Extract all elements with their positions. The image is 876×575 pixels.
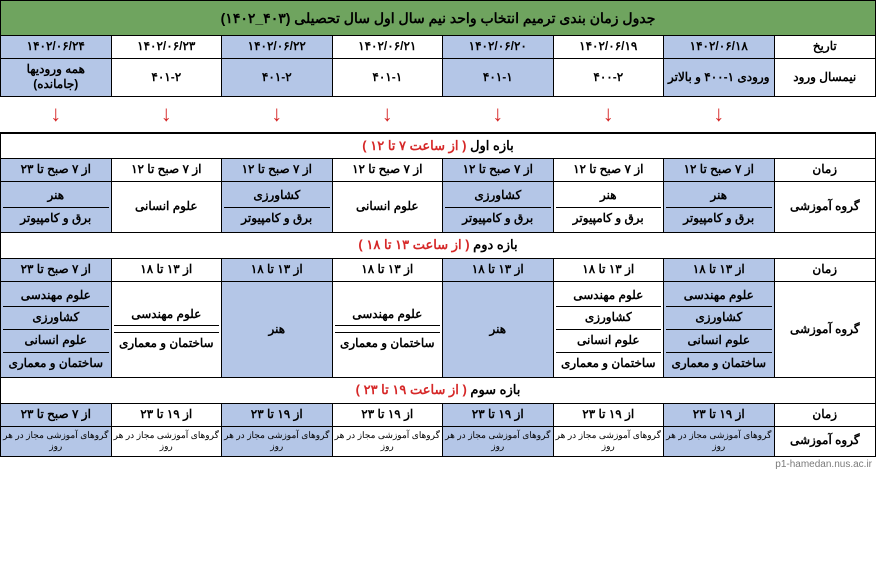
time-label: زمان bbox=[774, 159, 875, 182]
group-cell: علوم انسانی bbox=[111, 182, 222, 233]
entry-cell: ۴۰۱-۱ bbox=[332, 58, 443, 96]
time-cell: از ۷ صبح تا ۲۳ bbox=[1, 159, 112, 182]
group-cell: هنر bbox=[443, 281, 554, 377]
time-cell: از ۱۳ تا ۱۸ bbox=[443, 259, 554, 282]
table-title: جدول زمان بندی ترمیم انتخاب واحد نیم سال… bbox=[1, 1, 876, 36]
range1-time-row: زمان از ۷ صبح تا ۱۲ از ۷ صبح تا ۱۲ از ۷ … bbox=[1, 159, 876, 182]
time-cell: از ۱۳ تا ۱۸ bbox=[332, 259, 443, 282]
range2-group-row: گروه آموزشی علوم مهندسیکشاورزیعلوم انسان… bbox=[1, 281, 876, 377]
date-cell: ۱۴۰۲/۰۶/۱۹ bbox=[553, 36, 664, 59]
group-cell: علوم مهندسیکشاورزیعلوم انسانیساختمان و م… bbox=[1, 281, 112, 377]
group-cell: هنربرق و کامپیوتر bbox=[553, 182, 664, 233]
entry-cell: همه ورودیها (جامانده) bbox=[1, 58, 112, 96]
date-cell: ۱۴۰۲/۰۶/۲۰ bbox=[443, 36, 554, 59]
group-cell: علوم مهندسیساختمان و معماری bbox=[332, 281, 443, 377]
time-cell: از ۱۹ تا ۲۳ bbox=[664, 403, 775, 426]
arrow-down-icon: ↓ bbox=[603, 101, 614, 126]
time-cell: از ۷ صبح تا ۱۲ bbox=[332, 159, 443, 182]
range3-time-row: زمان از ۱۹ تا ۲۳ از ۱۹ تا ۲۳ از ۱۹ تا ۲۳… bbox=[1, 403, 876, 426]
time-cell: از ۷ صبح تا ۲۳ bbox=[1, 403, 112, 426]
time-cell: از ۷ صبح تا ۱۲ bbox=[553, 159, 664, 182]
range3-group-row: گروه آموزشی گروهای آموزشی مجاز در هر روز… bbox=[1, 426, 876, 456]
time-label: زمان bbox=[774, 259, 875, 282]
arrow-down-icon: ↓ bbox=[713, 101, 724, 126]
group-cell: کشاورزیبرق و کامپیوتر bbox=[443, 182, 554, 233]
time-cell: از ۷ صبح تا ۲۳ bbox=[1, 259, 112, 282]
group-cell: گروهای آموزشی مجاز در هر روز bbox=[664, 426, 775, 456]
entry-cell: ۴۰۱-۲ bbox=[111, 58, 222, 96]
time-cell: از ۱۹ تا ۲۳ bbox=[443, 403, 554, 426]
range1-group-row: گروه آموزشی هنربرق و کامپیوتر هنربرق و ک… bbox=[1, 182, 876, 233]
time-cell: از ۱۳ تا ۱۸ bbox=[222, 259, 333, 282]
time-cell: از ۱۳ تا ۱۸ bbox=[553, 259, 664, 282]
group-cell: علوم مهندسیکشاورزیعلوم انسانیساختمان و م… bbox=[664, 281, 775, 377]
arrow-down-icon: ↓ bbox=[492, 101, 503, 126]
group-cell: گروهای آموزشی مجاز در هر روز bbox=[332, 426, 443, 456]
group-cell: علوم مهندسیکشاورزیعلوم انسانیساختمان و م… bbox=[553, 281, 664, 377]
entry-label: نیمسال ورود bbox=[774, 58, 875, 96]
range2-time-row: زمان از ۱۳ تا ۱۸ از ۱۳ تا ۱۸ از ۱۳ تا ۱۸… bbox=[1, 259, 876, 282]
time-cell: از ۱۹ تا ۲۳ bbox=[111, 403, 222, 426]
group-cell: هنربرق و کامپیوتر bbox=[1, 182, 112, 233]
date-cell: ۱۴۰۲/۰۶/۲۲ bbox=[222, 36, 333, 59]
arrow-down-icon: ↓ bbox=[50, 101, 61, 126]
group-cell: کشاورزیبرق و کامپیوتر bbox=[222, 182, 333, 233]
arrow-down-icon: ↓ bbox=[161, 101, 172, 126]
arrow-down-icon: ↓ bbox=[382, 101, 393, 126]
date-cell: ۱۴۰۲/۰۶/۲۱ bbox=[332, 36, 443, 59]
entry-cell: ۴۰۱-۱ bbox=[443, 58, 554, 96]
time-label: زمان bbox=[774, 403, 875, 426]
group-cell: گروهای آموزشی مجاز در هر روز bbox=[553, 426, 664, 456]
time-cell: از ۷ صبح تا ۱۲ bbox=[111, 159, 222, 182]
time-cell: از ۱۹ تا ۲۳ bbox=[222, 403, 333, 426]
group-cell: گروهای آموزشی مجاز در هر روز bbox=[111, 426, 222, 456]
range2-title: بازه دوم ( از ساعت ۱۳ تا ۱۸ ) bbox=[1, 233, 876, 259]
time-cell: از ۱۳ تا ۱۸ bbox=[664, 259, 775, 282]
range3-title: بازه سوم ( از ساعت ۱۹ تا ۲۳ ) bbox=[1, 378, 876, 404]
date-cell: ۱۴۰۲/۰۶/۲۴ bbox=[1, 36, 112, 59]
group-cell: هنربرق و کامپیوتر bbox=[664, 182, 775, 233]
group-cell: گروهای آموزشی مجاز در هر روز bbox=[222, 426, 333, 456]
time-cell: از ۱۹ تا ۲۳ bbox=[332, 403, 443, 426]
group-label: گروه آموزشی bbox=[774, 426, 875, 456]
entry-cell: ۴۰۰-۲ bbox=[553, 58, 664, 96]
group-cell: علوم انسانی bbox=[332, 182, 443, 233]
arrow-down-icon: ↓ bbox=[271, 101, 282, 126]
date-cell: ۱۴۰۲/۰۶/۲۳ bbox=[111, 36, 222, 59]
range1-title: بازه اول ( از ساعت ۷ تا ۱۲ ) bbox=[1, 133, 876, 159]
schedule-table: جدول زمان بندی ترمیم انتخاب واحد نیم سال… bbox=[0, 0, 876, 457]
group-cell: هنر bbox=[222, 281, 333, 377]
group-label: گروه آموزشی bbox=[774, 281, 875, 377]
arrow-row: ↓ ↓ ↓ ↓ ↓ ↓ ↓ bbox=[1, 96, 876, 132]
time-cell: از ۱۹ تا ۲۳ bbox=[553, 403, 664, 426]
entry-cell: ورودی ۱-۴۰۰ و بالاتر bbox=[664, 58, 775, 96]
time-cell: از ۷ صبح تا ۱۲ bbox=[664, 159, 775, 182]
time-cell: از ۷ صبح تا ۱۲ bbox=[222, 159, 333, 182]
footer-url: p1-hamedan.nus.ac.ir bbox=[0, 457, 876, 472]
entry-row: نیمسال ورود ورودی ۱-۴۰۰ و بالاتر ۴۰۰-۲ ۴… bbox=[1, 58, 876, 96]
entry-cell: ۴۰۱-۲ bbox=[222, 58, 333, 96]
group-cell: علوم مهندسیساختمان و معماری bbox=[111, 281, 222, 377]
group-cell: گروهای آموزشی مجاز در هر روز bbox=[443, 426, 554, 456]
date-row: تاریخ ۱۴۰۲/۰۶/۱۸ ۱۴۰۲/۰۶/۱۹ ۱۴۰۲/۰۶/۲۰ ۱… bbox=[1, 36, 876, 59]
group-cell: گروهای آموزشی مجاز در هر روز bbox=[1, 426, 112, 456]
date-label: تاریخ bbox=[774, 36, 875, 59]
time-cell: از ۱۳ تا ۱۸ bbox=[111, 259, 222, 282]
time-cell: از ۷ صبح تا ۱۲ bbox=[443, 159, 554, 182]
group-label: گروه آموزشی bbox=[774, 182, 875, 233]
date-cell: ۱۴۰۲/۰۶/۱۸ bbox=[664, 36, 775, 59]
